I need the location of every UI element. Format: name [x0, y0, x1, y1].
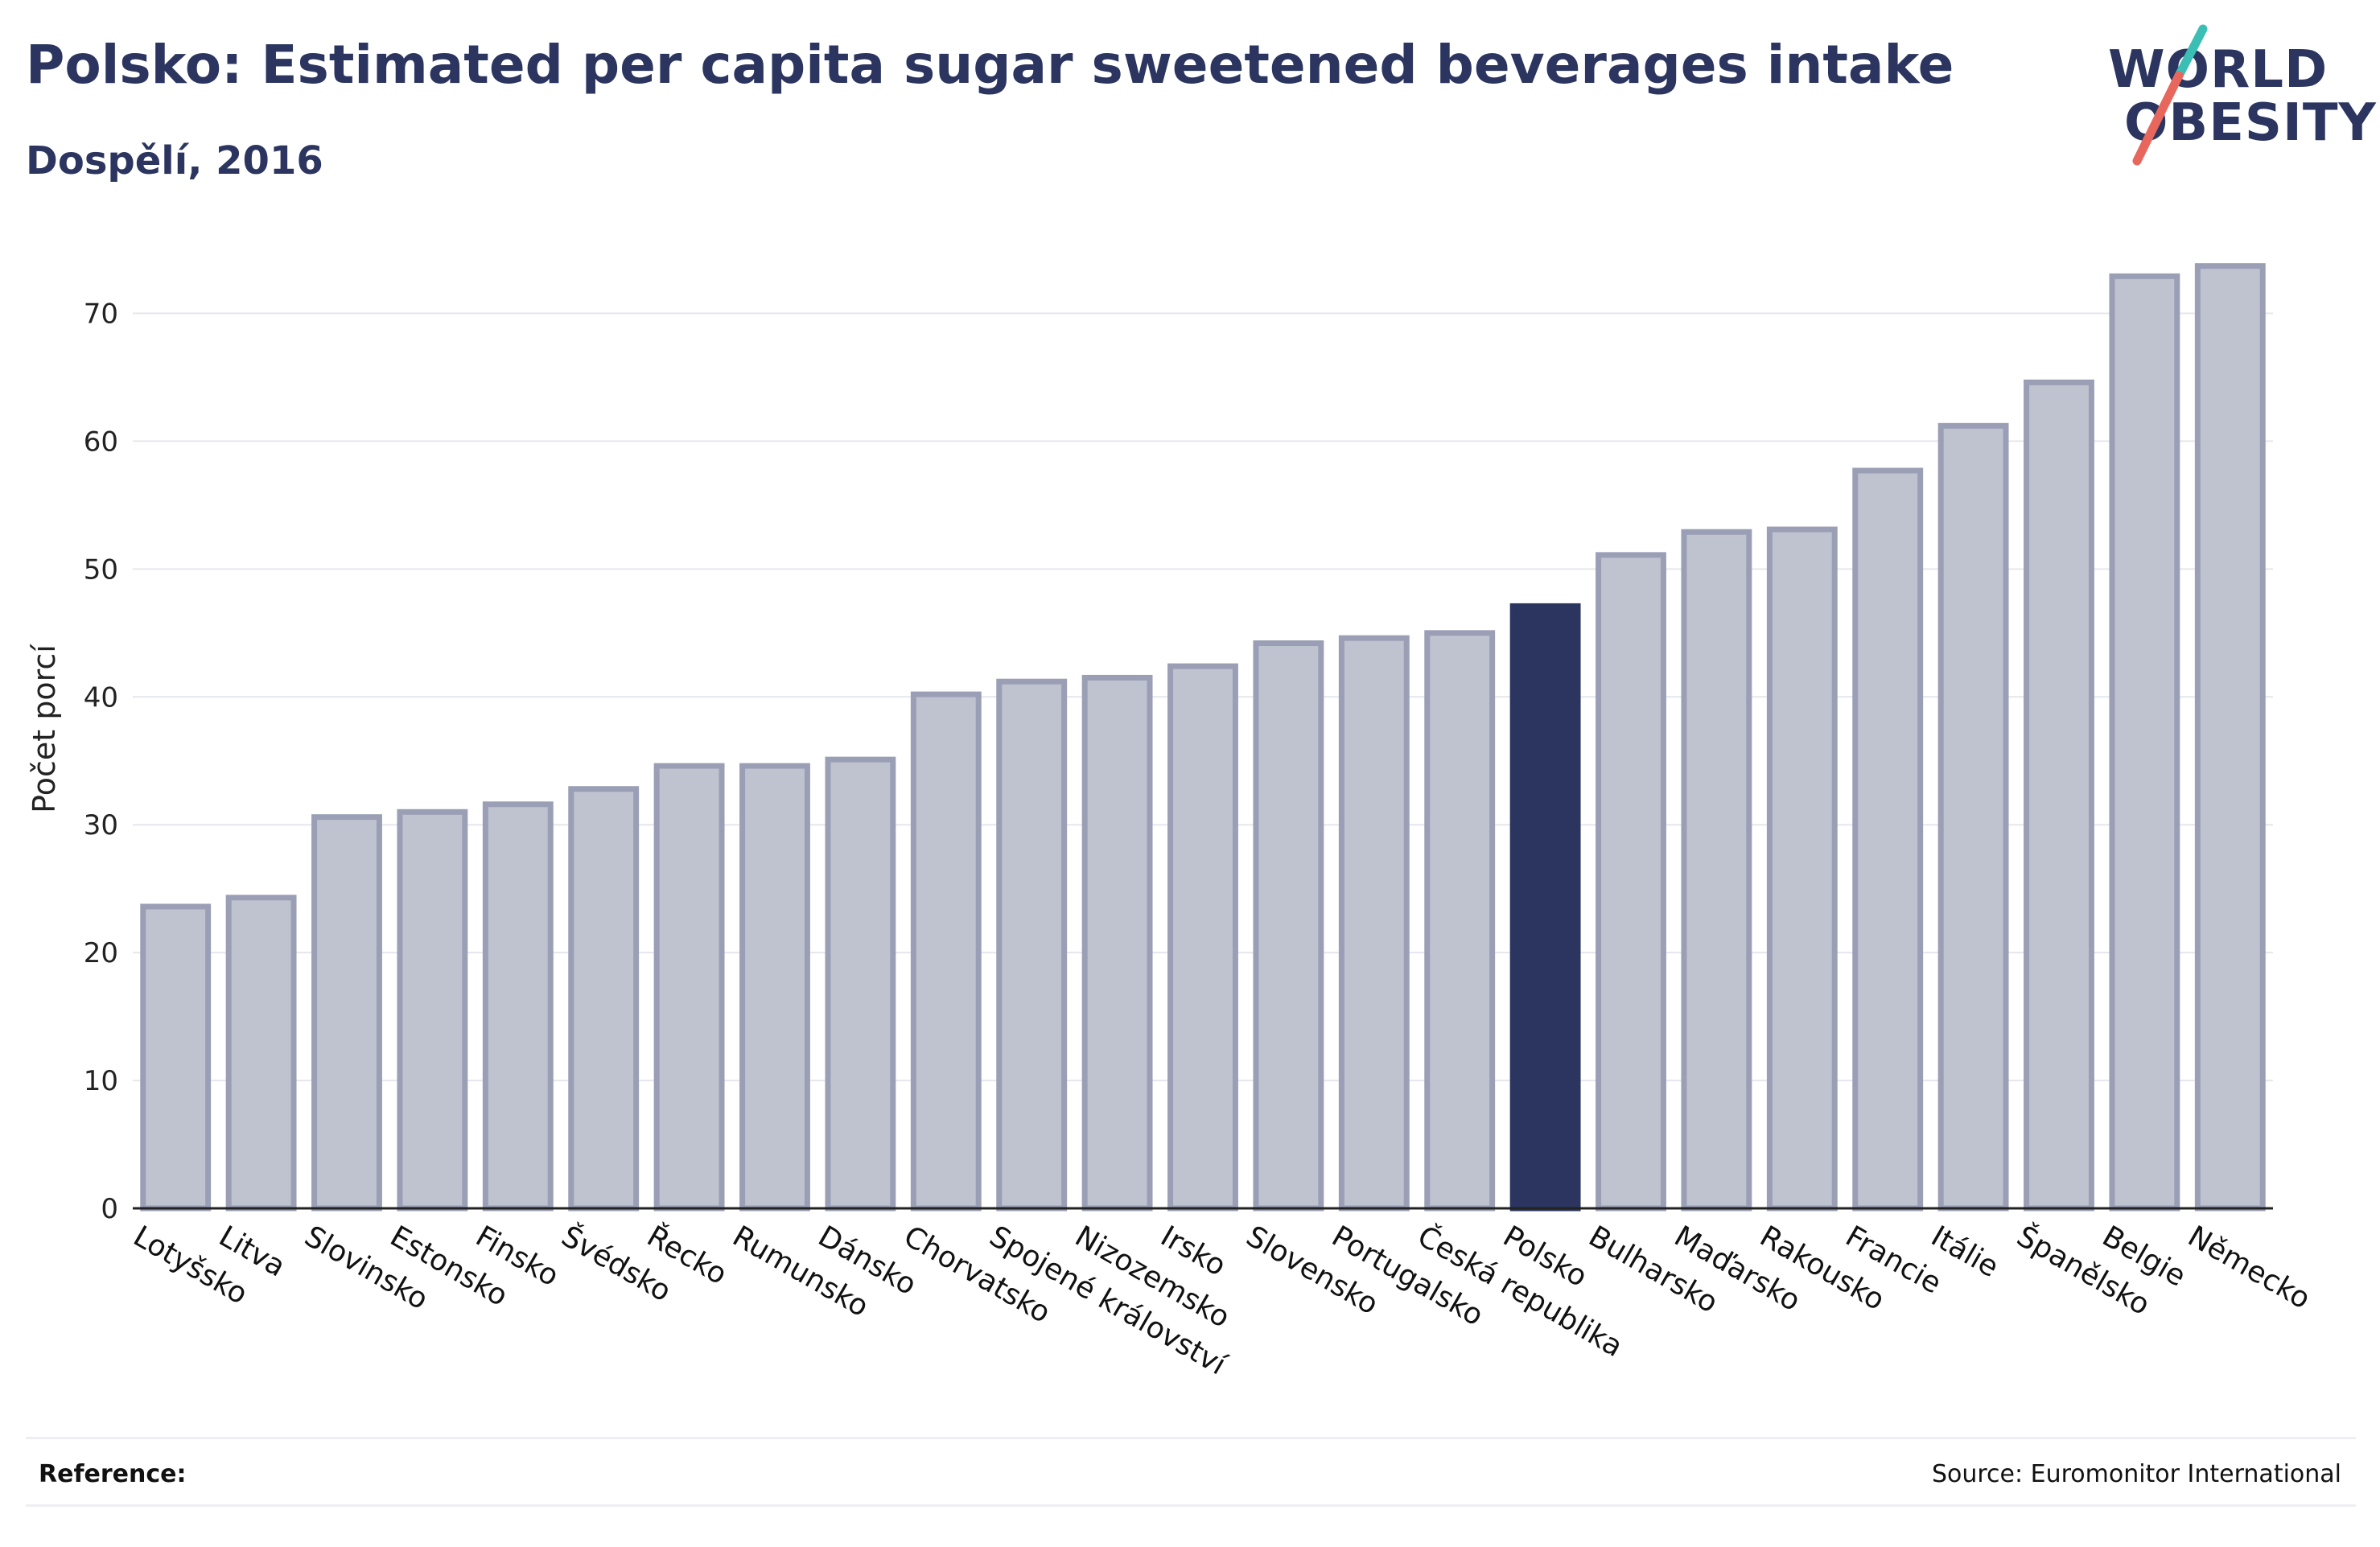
footer-divider-bottom: [26, 1504, 2356, 1507]
y-tick-label: 50: [84, 553, 118, 586]
logo-slash-icon: [2132, 24, 2208, 166]
bar: [1081, 674, 1153, 1212]
bar: [311, 814, 382, 1212]
bar: [1167, 663, 1238, 1212]
bar: [2109, 273, 2180, 1212]
bar: [910, 691, 982, 1212]
logo-text-world: WORLD: [2108, 40, 2329, 100]
bar: [1852, 467, 1924, 1212]
y-tick-label: 70: [84, 298, 118, 330]
bar: [1766, 526, 1838, 1212]
bar: [225, 895, 297, 1212]
bar: [1424, 630, 1496, 1212]
y-tick-label: 0: [101, 1193, 118, 1225]
source-text: Source: Euromonitor International: [1931, 1460, 2341, 1488]
bar: [1681, 529, 1752, 1212]
bar: [996, 678, 1068, 1212]
bar: [140, 903, 212, 1212]
bar: [2024, 379, 2094, 1212]
bar: [739, 763, 810, 1212]
bar: [1338, 635, 1410, 1212]
y-tick-label: 10: [84, 1065, 118, 1097]
bar: [653, 763, 725, 1212]
y-axis-label: Počet porcí: [27, 644, 62, 813]
chart-title: Polsko: Estimated per capita sugar sweet…: [26, 34, 1954, 96]
world-obesity-logo: WORLD OBESITY: [2100, 24, 2376, 177]
bar: [1253, 640, 1324, 1212]
footer-divider-top: [26, 1437, 2356, 1439]
bar: [397, 808, 468, 1212]
bar: [482, 801, 554, 1212]
y-tick-label: 20: [84, 937, 118, 969]
y-tick-label: 40: [84, 681, 118, 714]
y-tick-label: 30: [84, 809, 118, 841]
y-tick-label: 60: [84, 426, 118, 458]
bar: [825, 756, 896, 1212]
reference-label: Reference:: [39, 1460, 187, 1488]
bar: [1596, 552, 1666, 1212]
bar: [2194, 263, 2266, 1212]
bar: [1937, 422, 2009, 1212]
bar: [1509, 603, 1581, 1212]
chart-subtitle: Dospělí, 2016: [26, 138, 323, 183]
x-tick-label: Německo: [2182, 1220, 2316, 1315]
bar: [568, 786, 640, 1212]
